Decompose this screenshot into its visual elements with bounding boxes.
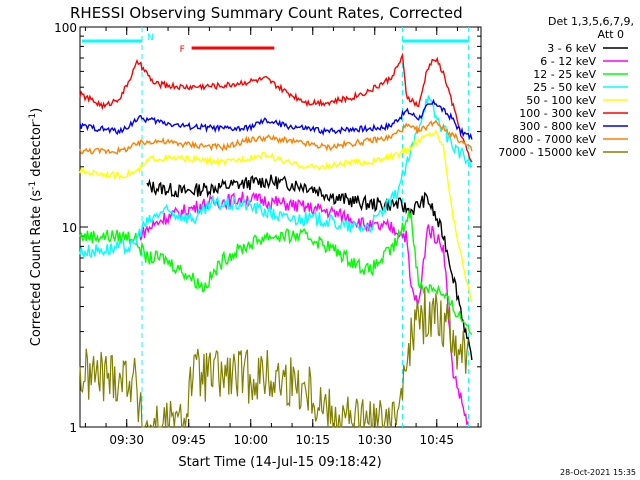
state-band-label: N (147, 33, 154, 43)
series-line-5 (79, 128, 473, 303)
series-line-1 (146, 174, 473, 361)
series-line-2 (137, 191, 469, 425)
y-tick-label: 100 (54, 21, 77, 35)
series-line-6 (79, 52, 473, 163)
x-axis-label: Start Time (14-Jul-15 09:18:42) (178, 455, 381, 470)
y-tick-label: 1 (69, 421, 77, 435)
legend-header-line-2: Att 0 (598, 28, 624, 41)
legend-entry-label: 100 - 300 keV (519, 107, 596, 120)
legend-header-line-1: Det 1,3,5,6,7,9, (548, 15, 634, 28)
chart-title: RHESSI Observing Summary Count Rates, Co… (70, 4, 463, 22)
x-tick-label: 10:45 (419, 433, 454, 447)
series-line-3 (79, 210, 473, 336)
x-axis: 09:30 09:45 10:00 10:15 10:30 10:45 (84, 27, 479, 447)
x-tick-label: 10:30 (357, 433, 392, 447)
series-line-9 (79, 287, 469, 429)
x-tick-label: 09:30 (109, 433, 144, 447)
series-line-7 (79, 98, 473, 141)
x-tick-label: 10:15 (295, 433, 330, 447)
legend-entry-label: 300 - 800 keV (519, 120, 596, 133)
state-bands: NF (82, 33, 469, 55)
x-tick-label: 10:00 (233, 433, 268, 447)
legend-entry-label: 25 - 50 keV (533, 81, 596, 94)
series-line-8 (79, 119, 473, 155)
legend-entry-label: 50 - 100 keV (526, 94, 596, 107)
y-tick-label: 10 (62, 221, 77, 235)
legend-entry-label: 7000 - 15000 keV (498, 146, 596, 159)
legend-entry-label: 3 - 6 keV (547, 42, 596, 55)
y-axis: 1 10 100 (54, 21, 481, 435)
legend-entry-label: 6 - 12 keV (540, 55, 596, 68)
series-group (79, 52, 473, 429)
footer-timestamp: 28-Oct-2021 15:35 (560, 468, 636, 477)
x-tick-label: 09:45 (171, 433, 206, 447)
legend-entry-label: 800 - 7000 keV (512, 133, 596, 146)
series-line-4 (79, 95, 473, 260)
legend-entry-label: 12 - 25 keV (533, 68, 596, 81)
state-band-label: F (180, 45, 185, 55)
y-axis-label: Corrected Count Rate (s-1 detector-1) (28, 108, 44, 346)
